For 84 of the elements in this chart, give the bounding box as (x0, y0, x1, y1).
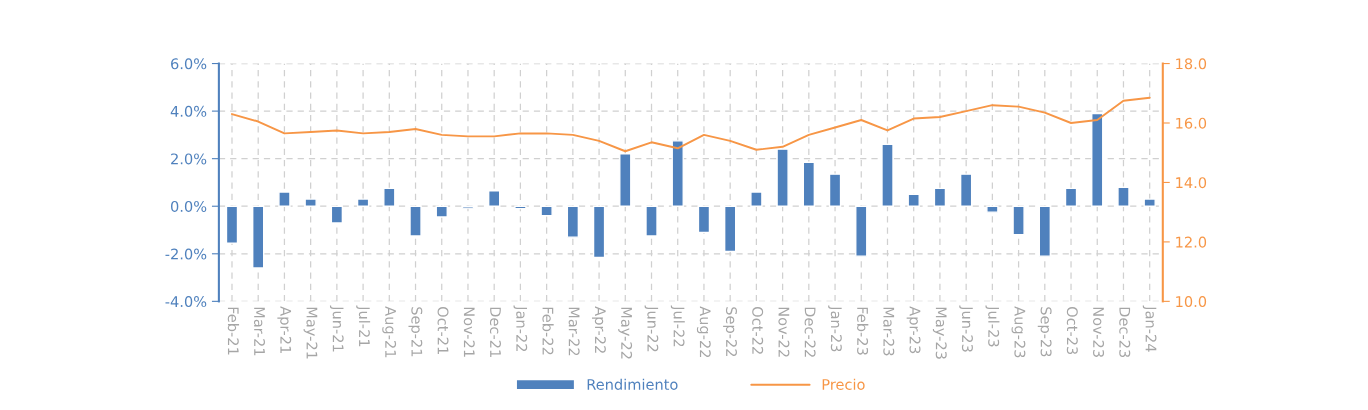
bar (855, 205, 868, 257)
x-tick-label: Nov-22 (778, 307, 790, 357)
x-tick-label: Oct-22 (752, 307, 764, 354)
bar (933, 187, 947, 207)
x-tick-label: Dec-21 (489, 307, 501, 357)
bar (592, 205, 606, 259)
legend-label: Precio (822, 378, 865, 390)
y-tick-label: 0.0% (170, 200, 207, 212)
x-tick-label: May-21 (303, 307, 318, 359)
x-tick-label: Dec-22 (804, 307, 816, 357)
bar (435, 205, 448, 218)
x-tick-label: Jan-22 (513, 305, 528, 352)
bar (619, 153, 632, 207)
y2-tick-label: 16.0 (1176, 117, 1207, 129)
x-tick-label: Mar-23 (883, 307, 895, 356)
x-tick-label: Nov-23 (1093, 307, 1105, 357)
x-tick-label: Feb-23 (857, 307, 869, 355)
bar (1117, 186, 1130, 207)
bar (907, 193, 920, 207)
bar (645, 205, 658, 237)
x-tick-label: Feb-22 (542, 307, 554, 355)
bar (252, 205, 265, 269)
y-tick-label: -4.0% (165, 296, 207, 308)
bar (750, 191, 763, 207)
x-tick-label: Sep-21 (408, 307, 423, 357)
x-tick-label: Jul-21 (356, 305, 371, 347)
bar (776, 148, 789, 207)
bar (383, 187, 396, 207)
x-tick-label: Aug-21 (382, 306, 397, 358)
bar (330, 205, 344, 224)
x-tick-label: Jun-21 (329, 305, 344, 352)
y-tick-label: -2.0% (165, 248, 207, 260)
bar (828, 173, 842, 207)
bar (487, 190, 501, 207)
x-tick-label: Apr-23 (906, 306, 921, 354)
bar (278, 191, 291, 207)
x-tick-label: Jun-22 (644, 305, 659, 352)
x-tick-label: Jan-24 (1142, 305, 1157, 352)
y-tick-label: 4.0% (170, 105, 207, 117)
y2-tick-label: 18.0 (1176, 58, 1207, 70)
legend-label: Rendimiento (587, 378, 678, 390)
bar (802, 161, 816, 207)
bar (671, 140, 684, 207)
bar (723, 205, 737, 253)
x-tick-label: Dec-23 (1119, 307, 1131, 358)
x-tick-label: Jul-22 (670, 305, 685, 347)
x-tick-label: Nov-21 (463, 307, 475, 357)
bar (409, 205, 422, 237)
x-tick-label: May-23 (932, 307, 947, 359)
x-tick-label: Jan-23 (828, 305, 842, 352)
x-tick-label: May-22 (618, 307, 633, 359)
x-tick-label: Jun-23 (959, 305, 973, 352)
bar (881, 143, 894, 207)
bar (697, 205, 711, 234)
bar (540, 205, 553, 217)
bar (566, 205, 580, 238)
bar (1091, 112, 1104, 207)
y-tick-label: 6.0% (171, 58, 207, 70)
x-tick-label: Oct-23 (1066, 307, 1078, 355)
y2-tick-label: 10.0 (1176, 296, 1207, 308)
x-tick-label: Feb-21 (227, 307, 240, 355)
x-tick-label: Mar-22 (568, 307, 580, 356)
line-series (231, 96, 1151, 153)
y2-tick-label: 14.0 (1176, 177, 1207, 189)
x-tick-label: Jul-23 (985, 305, 1000, 347)
bar (1143, 198, 1156, 207)
x-tick-label: Apr-21 (277, 306, 292, 353)
x-tick-label: Aug-22 (696, 306, 711, 358)
bar (1038, 205, 1052, 257)
bar (986, 205, 999, 213)
y2-tick-label: 12.0 (1176, 236, 1207, 248)
x-tick-label: Sep-23 (1037, 307, 1052, 357)
bar (225, 205, 239, 244)
x-tick-label: Mar-21 (253, 307, 266, 356)
bar (1064, 187, 1078, 207)
bar (1012, 205, 1025, 236)
x-tick-label: Sep-22 (723, 307, 737, 357)
x-tick-label: Apr-22 (592, 306, 606, 353)
bar (959, 173, 973, 207)
bar (304, 198, 317, 207)
y-tick-label: 2.0% (171, 153, 207, 165)
bar (356, 198, 370, 207)
x-tick-label: Aug-23 (1011, 306, 1026, 358)
x-tick-label: Oct-21 (437, 307, 449, 354)
